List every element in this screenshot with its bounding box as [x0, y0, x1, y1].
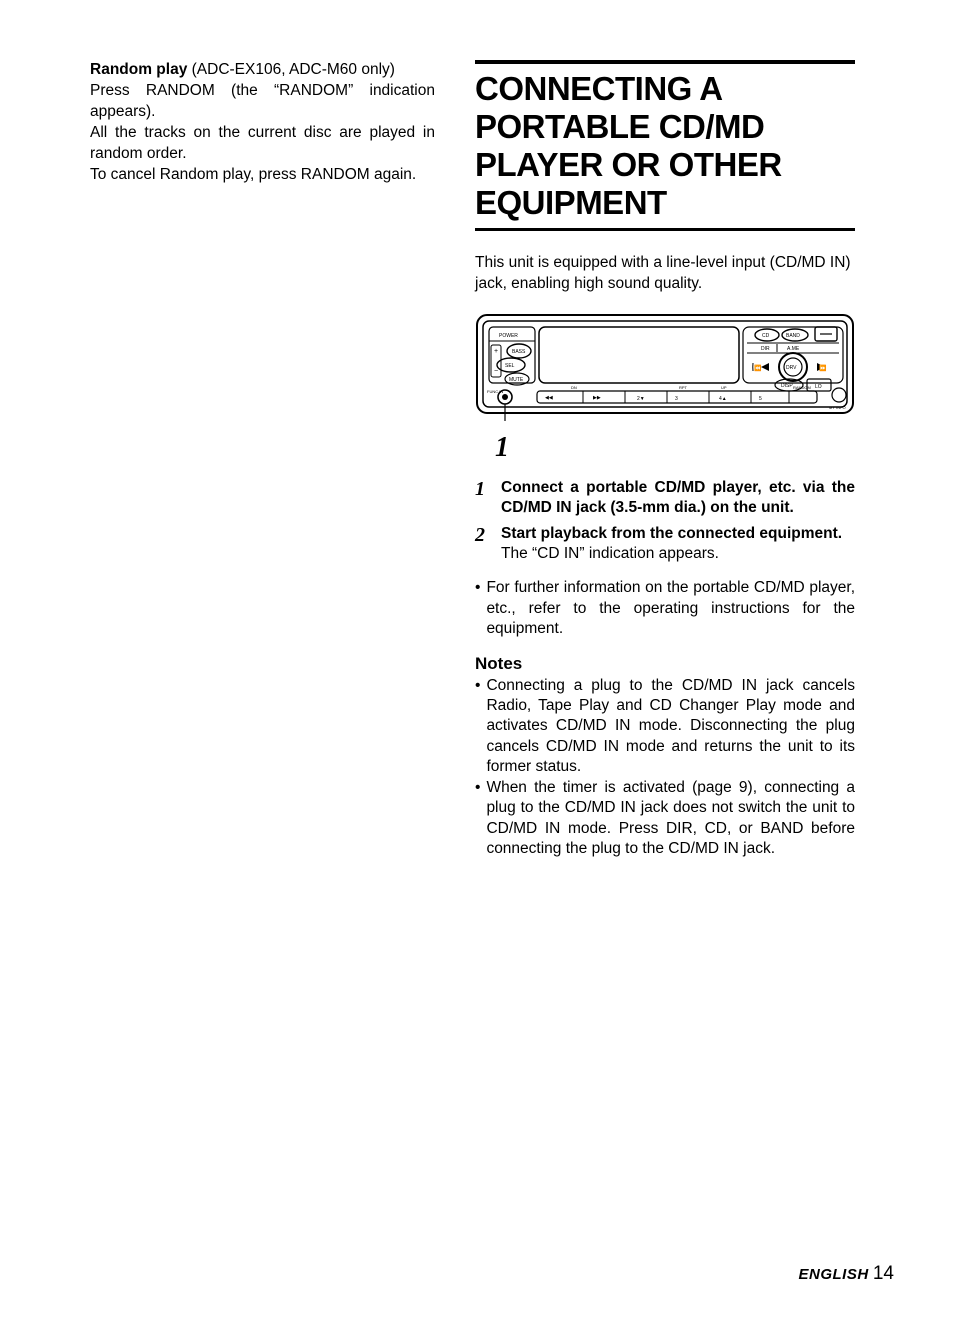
svg-text:DN: DN — [571, 385, 577, 390]
footer-page-number: 14 — [873, 1263, 894, 1284]
svg-text:5: 5 — [759, 396, 762, 402]
note-2-text: When the timer is activated (page 9), co… — [486, 778, 855, 860]
svg-text:CD: CD — [762, 333, 770, 339]
notes-list: • Connecting a plug to the CD/MD IN jack… — [475, 676, 855, 860]
svg-text:+: + — [494, 348, 498, 355]
right-column: CONNECTING A PORTABLE CD/MD PLAYER OR OT… — [475, 60, 855, 874]
page-footer: ENGLISH 14 — [799, 1263, 895, 1285]
svg-text:DRV: DRV — [786, 365, 797, 371]
bullet-dot-icon: • — [475, 578, 480, 639]
bullet-dot-icon: • — [475, 778, 480, 860]
svg-text:SEL: SEL — [505, 363, 515, 369]
svg-text:RPT: RPT — [679, 385, 688, 390]
info-bullet-1: • For further information on the portabl… — [475, 578, 855, 639]
random-play-line3: To cancel Random play, press RANDOM agai… — [90, 166, 416, 183]
svg-text:3: 3 — [675, 396, 678, 402]
note-2: • When the timer is activated (page 9), … — [475, 778, 855, 860]
step-1-number: 1 — [475, 478, 491, 518]
page-columns: Random play (ADC-EX106, ADC-M60 only) Pr… — [90, 60, 894, 874]
svg-text:DISP: DISP — [781, 383, 793, 389]
svg-text:DIR: DIR — [761, 346, 770, 352]
svg-text:MY INFO: MY INFO — [829, 405, 846, 410]
svg-text:2▼: 2▼ — [637, 396, 645, 402]
unit-diagram: POWER BASS SEL MUTE + − CD BAND D — [475, 313, 855, 423]
random-play-line1: Press RANDOM (the “RANDOM” indication ap… — [90, 82, 435, 120]
svg-text:POWER: POWER — [499, 333, 518, 339]
svg-text:FUNC IN: FUNC IN — [487, 389, 503, 394]
svg-text:MUTE: MUTE — [509, 377, 524, 383]
step-2-bold: Start playback from the connected equipm… — [501, 525, 842, 542]
step-1-body: Connect a portable CD/MD player, etc. vi… — [501, 478, 855, 518]
step-2-rest: The “CD IN” indication appears. — [501, 545, 719, 562]
step-2: 2 Start playback from the connected equi… — [475, 524, 855, 564]
svg-text:LO: LO — [815, 384, 822, 390]
svg-text:BAND: BAND — [786, 333, 800, 339]
info-bullets: • For further information on the portabl… — [475, 578, 855, 639]
random-play-line2: All the tracks on the current disc are p… — [90, 124, 435, 162]
bullet-dot-icon: • — [475, 676, 480, 778]
svg-text:⏪: ⏪ — [754, 364, 762, 372]
step-2-body: Start playback from the connected equipm… — [501, 524, 855, 564]
diagram-callout-1: 1 — [495, 432, 855, 464]
svg-text:◀◀: ◀◀ — [545, 395, 553, 401]
step-1: 1 Connect a portable CD/MD player, etc. … — [475, 478, 855, 518]
info-bullet-1-text: For further information on the portable … — [486, 578, 855, 639]
svg-text:−: − — [494, 368, 498, 375]
svg-text:4▲: 4▲ — [719, 396, 727, 402]
section-title: CONNECTING A PORTABLE CD/MD PLAYER OR OT… — [475, 70, 855, 231]
random-play-models: (ADC-EX106, ADC-M60 only) — [187, 61, 395, 78]
section-intro: This unit is equipped with a line-level … — [475, 253, 855, 295]
svg-text:BASS: BASS — [512, 349, 526, 355]
note-1-text: Connecting a plug to the CD/MD IN jack c… — [486, 676, 855, 778]
svg-text:▶▶: ▶▶ — [593, 395, 601, 401]
section-rule-top — [475, 60, 855, 64]
svg-text:RANDOM: RANDOM — [793, 385, 811, 390]
steps-list: 1 Connect a portable CD/MD player, etc. … — [475, 478, 855, 565]
svg-text:UP: UP — [721, 385, 727, 390]
step-1-bold: Connect a portable CD/MD player, etc. vi… — [501, 479, 855, 516]
left-column: Random play (ADC-EX106, ADC-M60 only) Pr… — [90, 60, 435, 874]
svg-text:A.ME: A.ME — [787, 346, 800, 352]
footer-language: ENGLISH — [799, 1266, 869, 1283]
random-play-heading: Random play — [90, 61, 187, 78]
notes-heading: Notes — [475, 654, 855, 674]
svg-text:⏩: ⏩ — [819, 364, 827, 372]
note-1: • Connecting a plug to the CD/MD IN jack… — [475, 676, 855, 778]
random-play-paragraph: Random play (ADC-EX106, ADC-M60 only) Pr… — [90, 60, 435, 186]
step-2-number: 2 — [475, 524, 491, 564]
